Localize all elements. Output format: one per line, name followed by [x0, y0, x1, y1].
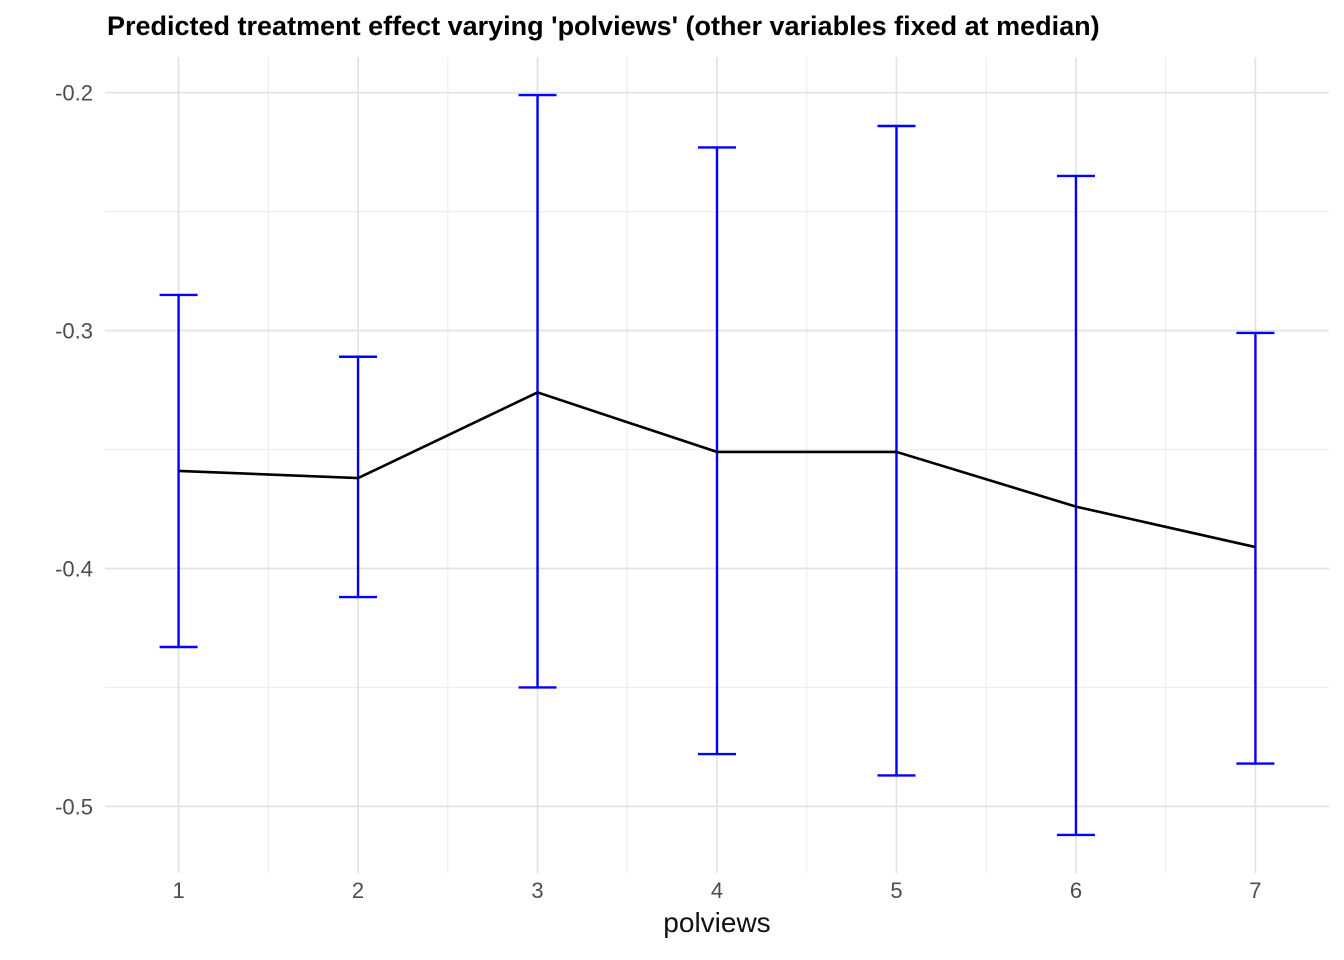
- x-tick-label: 3: [531, 878, 543, 903]
- error-bars: [159, 93, 1275, 837]
- x-tick-label: 1: [172, 878, 184, 903]
- x-tick-label: 6: [1070, 878, 1082, 903]
- gridlines-minor: [105, 57, 1329, 873]
- x-tick-label: 7: [1249, 878, 1261, 903]
- y-tick-labels: -0.2 -0.3 -0.4 -0.5: [55, 81, 93, 820]
- error-bar: [1236, 331, 1275, 765]
- y-tick-label: -0.5: [55, 794, 93, 819]
- trend-line: [178, 391, 1256, 549]
- y-tick-label: -0.4: [55, 556, 93, 581]
- y-tick-label: -0.3: [55, 319, 93, 344]
- x-tick-labels: 1 2 3 4 5 6 7: [172, 878, 1261, 903]
- x-tick-label: 2: [352, 878, 364, 903]
- x-tick-label: 4: [711, 878, 723, 903]
- x-tick-label: 5: [890, 878, 902, 903]
- chart-title: Predicted treatment effect varying 'polv…: [107, 11, 1100, 41]
- y-tick-label: -0.2: [55, 81, 93, 106]
- x-axis-title: polviews: [663, 907, 771, 938]
